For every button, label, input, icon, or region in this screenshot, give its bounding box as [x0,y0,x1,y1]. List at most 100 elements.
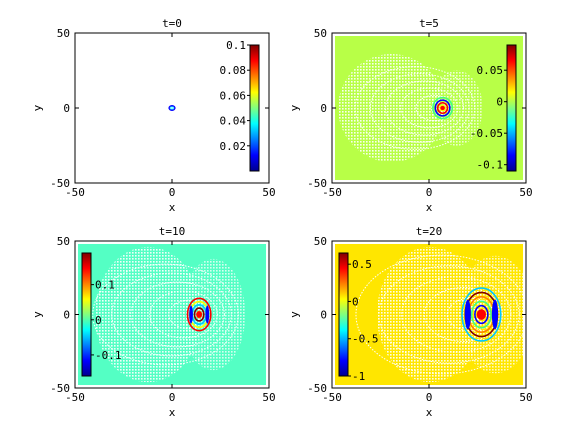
contour-line [385,80,465,136]
contour-line [378,265,520,364]
colorbar: 0.1 0.08 0.06 0.04 0.02 [220,39,260,172]
packet-ring [168,105,176,111]
packet-ring [432,96,454,120]
y-axis-label: y [288,104,301,111]
y-tick-label: 50 [57,27,70,40]
colorbar-tick-label: -0.5 [352,333,379,346]
packet-trough [491,299,499,330]
packet-trough [189,305,193,324]
colorbar-tick-label: 0.04 [220,115,247,128]
x-axis-label: x [169,201,176,214]
wave-packet [168,105,176,111]
y-tick-label: -50 [307,382,327,395]
colorbar-tick-label: -0.1 [477,159,504,172]
contour-wake [338,54,483,162]
y-tick-label: -50 [307,177,327,190]
colorbar-tick-label: 0.02 [220,140,247,153]
packet-core [476,309,487,320]
panel-t20: -50 0 50 -50 0 50 t=20 x y 0.5 0 -0.5 -1 [288,225,534,419]
packet-core [196,311,202,318]
packet-ring [439,104,446,112]
y-tick-label: 50 [314,27,327,40]
colorbar-gradient [249,44,260,172]
contour-wake [355,246,534,383]
panel-title: t=20 [416,225,443,238]
plot-frame [74,32,270,184]
colorbar-gradient [81,252,92,377]
x-tick-label: -50 [322,186,342,199]
x-tick-label: -50 [65,186,85,199]
y-axis-label: y [288,311,301,318]
contour-line [130,281,225,348]
contour-line [355,254,529,375]
panel-title: t=5 [419,17,439,30]
colorbar-tick-label: 0 [95,314,102,327]
colorbar-tick-label: 0.08 [220,64,247,77]
x-axis-label: x [169,406,176,419]
wave-packet [186,297,212,332]
packet-core [440,105,445,111]
y-axis-label: y [31,311,44,318]
contour-line [423,287,503,342]
contour-line [92,263,239,366]
contour-line [111,272,232,357]
packet-ring [474,304,489,325]
contour-line [401,276,512,353]
packet-ring [193,307,205,322]
wake-region [376,246,484,383]
contour-line [149,290,218,339]
x-tick-label: 0 [169,391,176,404]
wake-region [338,54,445,162]
colorbar-tick-label: -0.05 [470,127,503,140]
contour-line [400,87,459,129]
panel-t10: -50 0 50 -50 0 50 t=10 x y 0.1 0 -0.1 [31,225,276,419]
y-tick-label: 0 [320,309,327,322]
front-region [430,70,483,146]
colorbar: 0.05 0 -0.05 -0.1 [470,44,517,172]
colorbar-tick-label: -1 [352,370,365,383]
panel-title: t=10 [159,225,186,238]
colorbar-tick-label: 0.1 [95,279,115,292]
packet-ring [436,101,449,115]
colorbar-tick-label: 0.1 [226,39,246,52]
y-tick-label: 0 [320,102,327,115]
y-tick-label: 0 [63,309,70,322]
contour-wake [92,246,246,383]
colorbar-gradient [506,44,517,172]
y-tick-label: 50 [57,235,70,248]
wave-packet [432,96,454,120]
packet-ring [434,99,451,117]
x-tick-label: -50 [322,391,342,404]
wave-packet [461,287,502,342]
x-axis-label: x [426,201,433,214]
packet-trough [464,299,471,330]
contour-line [369,73,470,143]
y-axis-label: y [31,104,44,111]
y-tick-label: -50 [50,177,70,190]
x-tick-label: -50 [65,391,85,404]
colorbar-tick-label: 0.05 [477,64,504,77]
wake-region [94,246,202,383]
x-tick-label: 50 [262,391,275,404]
x-tick-label: 50 [519,391,532,404]
panel-title: t=0 [162,17,182,30]
colorbar: 0.5 0 -0.5 -1 [338,252,379,383]
colorbar-tick-label: 0.5 [352,258,372,271]
packet-ring [470,300,492,329]
front-region [181,258,246,371]
colorbar-tick-label: 0 [496,96,503,109]
packet-trough [205,305,210,324]
colorbar-tick-label: 0 [352,295,359,308]
x-tick-label: 0 [426,186,433,199]
colorbar-tick-label: 0.06 [220,89,247,102]
y-tick-label: 50 [314,235,327,248]
y-tick-label: 0 [63,102,70,115]
packet-ring [186,297,212,332]
panel-t0: -50 0 50 -50 0 50 t=0 x y 0.1 0.08 0.06 0.04 0.02 [31,17,276,214]
colorbar: 0.1 0 -0.1 [81,252,122,377]
packet-ring [461,287,502,342]
x-tick-label: 50 [519,186,532,199]
x-tick-label: 0 [426,391,433,404]
y-tick-label: -50 [50,382,70,395]
